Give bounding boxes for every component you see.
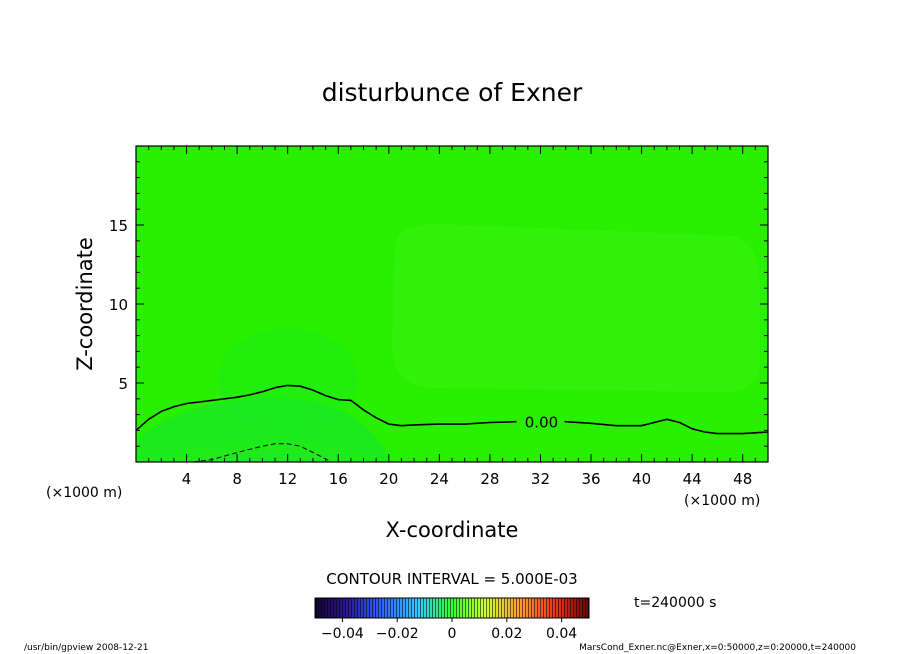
footer-right: MarsCond_Exner.nc@Exner,x=0:50000,z=0:20…: [579, 643, 856, 653]
y-axis-label: Z-coordinate: [73, 237, 97, 371]
contour-interval-text: CONTOUR INTERVAL = 5.000E-03: [326, 570, 577, 588]
x-unit-label-left: (×1000 m): [46, 485, 122, 501]
y-tick-label: 5: [118, 375, 128, 393]
colorbar-tick-label: 0: [448, 626, 457, 642]
colorbar-tick-label: 0.02: [491, 626, 522, 642]
time-text: t=240000 s: [634, 595, 716, 611]
field-upper-region: [392, 223, 760, 393]
x-tick-label: 44: [683, 470, 702, 488]
footer-left: /usr/bin/gpview 2008-12-21: [24, 643, 148, 653]
x-tick-label: 48: [733, 470, 752, 488]
x-tick-label: 24: [430, 470, 449, 488]
colorbar-tick-label: −0.02: [376, 626, 419, 642]
colorbar-ticks: −0.04 −0.02 0 0.02 0.04: [321, 618, 577, 642]
colorbar-tick-label: −0.04: [321, 626, 364, 642]
colorbar: −0.04 −0.02 0 0.02 0.04: [314, 597, 590, 642]
contour-line: [192, 443, 333, 462]
x-tick-label: 12: [278, 470, 297, 488]
x-tick-label: 8: [232, 470, 242, 488]
colorbar-tick-label: 0.04: [546, 626, 577, 642]
colorbar-stripes: [315, 598, 589, 618]
x-axis-label: X-coordinate: [386, 518, 519, 542]
x-tick-label: 28: [480, 470, 499, 488]
contours-layer: 0.00: [136, 384, 768, 462]
chart-title: disturbunce of Exner: [322, 78, 583, 107]
x-unit-label-right: (×1000 m): [684, 493, 760, 509]
x-tick-label: 32: [531, 470, 550, 488]
contour-label-bg: [516, 412, 565, 431]
contour-line: [136, 384, 768, 435]
y-tick-label: 15: [109, 217, 128, 235]
x-tick-label: 20: [379, 470, 398, 488]
y-tick-label: 10: [109, 296, 128, 314]
x-tick-label: 36: [581, 470, 600, 488]
field-minimum-region: [173, 436, 363, 462]
x-tick-label: 4: [182, 470, 192, 488]
x-tick-label: 16: [329, 470, 348, 488]
x-tick-label: 40: [632, 470, 651, 488]
contour-label: 0.00: [525, 414, 558, 432]
plot-area: 0.00: [136, 146, 768, 462]
